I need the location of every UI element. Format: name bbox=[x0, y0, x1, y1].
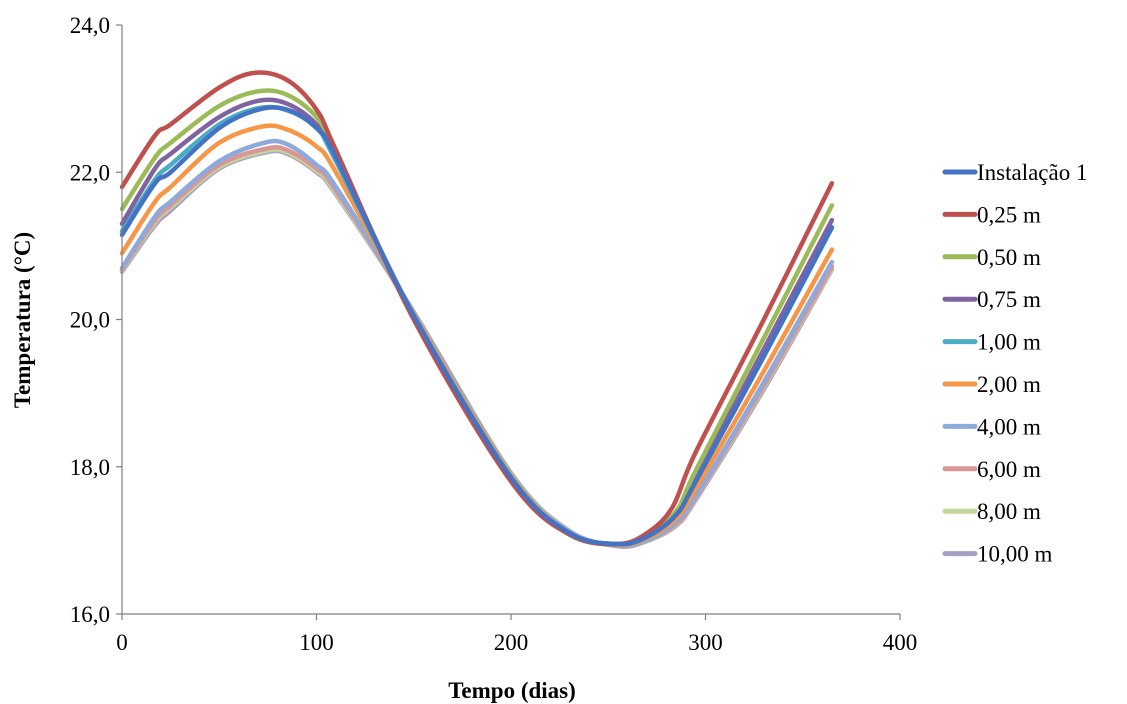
y-tick-label: 22,0 bbox=[70, 160, 110, 185]
legend-label: 6,00 m bbox=[977, 457, 1041, 482]
legend-label: 0,25 m bbox=[977, 202, 1041, 227]
x-tick-label: 200 bbox=[494, 630, 529, 655]
y-axis-title: Temperatura (°C) bbox=[10, 232, 35, 408]
x-tick-label: 300 bbox=[688, 630, 723, 655]
series-line-10 bbox=[119, 148, 835, 549]
legend-label: 8,00 m bbox=[977, 499, 1041, 524]
x-tick-label: 100 bbox=[299, 630, 334, 655]
legend-label: 10,00 m bbox=[977, 542, 1053, 567]
series-line-5 bbox=[119, 104, 835, 547]
y-tick-label: 20,0 bbox=[70, 308, 110, 333]
y-axis-ticks: 16,0 18,0 20,0 22,0 24,0 bbox=[70, 13, 122, 627]
series-lines bbox=[119, 70, 835, 549]
legend-label: 4,00 m bbox=[977, 414, 1041, 439]
y-tick-label: 24,0 bbox=[70, 13, 110, 38]
x-tick-label: 400 bbox=[883, 630, 918, 655]
series-line-9 bbox=[119, 147, 835, 549]
legend: Instalação 1 0,25 m 0,50 m 0,75 m 1,00 m 2,00… bbox=[942, 160, 1087, 567]
series-line-1 bbox=[119, 105, 835, 547]
series-line-2 bbox=[119, 70, 835, 547]
legend-label: 0,50 m bbox=[977, 245, 1041, 270]
legend-label: Instalação 1 bbox=[977, 160, 1087, 185]
series-line-7 bbox=[119, 138, 835, 549]
series-line-4 bbox=[119, 97, 835, 547]
x-axis-ticks: 0 100 200 300 400 bbox=[116, 614, 917, 655]
series-line-8 bbox=[119, 144, 835, 549]
y-tick-label: 18,0 bbox=[70, 455, 110, 480]
legend-label: 2,00 m bbox=[977, 372, 1041, 397]
x-tick-label: 0 bbox=[116, 630, 128, 655]
legend-label: 1,00 m bbox=[977, 330, 1041, 355]
series-line-6 bbox=[119, 123, 835, 548]
y-tick-label: 16,0 bbox=[70, 602, 110, 627]
x-axis-title: Tempo (dias) bbox=[448, 678, 576, 703]
legend-label: 0,75 m bbox=[977, 287, 1041, 312]
